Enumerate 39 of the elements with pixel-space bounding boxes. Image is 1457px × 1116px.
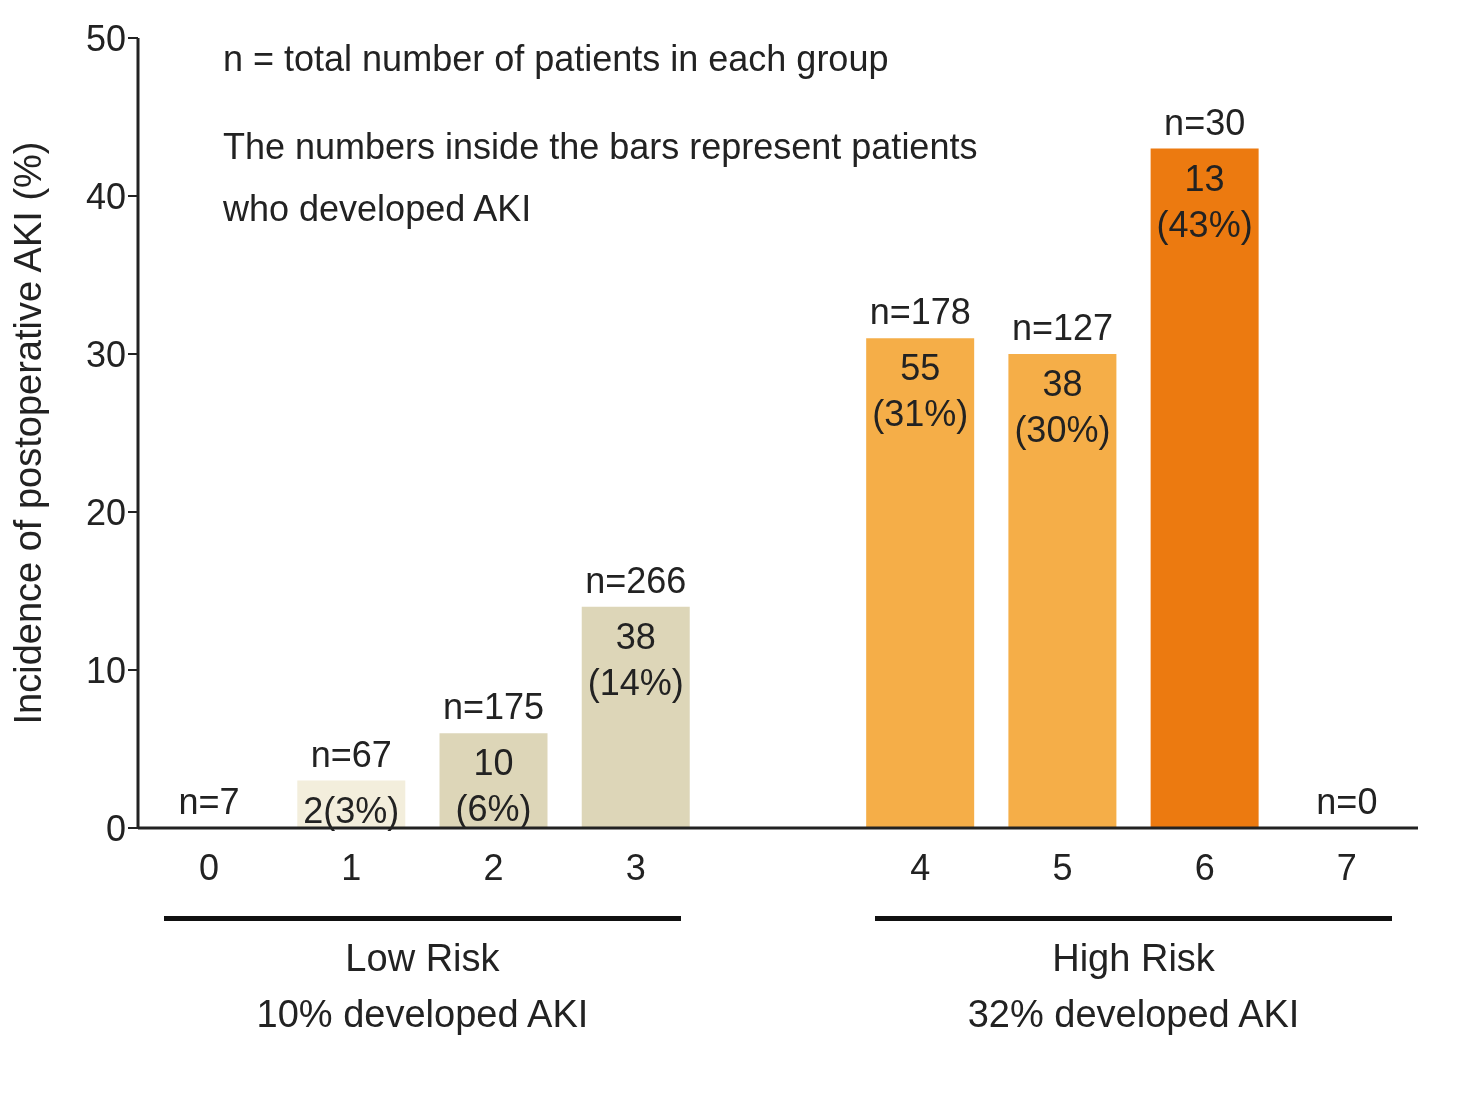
annotation: n=67 — [310, 733, 392, 775]
annotation: n = total number of patients in each group — [223, 38, 889, 80]
data-label: 2(3%) — [303, 789, 400, 831]
data-label: 38 (30%) — [1014, 363, 1111, 450]
text: Low Risk — [344, 936, 501, 981]
x-tick-label: 1 — [341, 846, 362, 888]
annotation: The numbers inside the bars represent patients who developed AKI — [223, 125, 979, 231]
annotation: n=175 — [443, 686, 545, 728]
bar — [866, 338, 975, 828]
y-tick-label: 40 — [85, 175, 126, 217]
y-tick-label: 20 — [85, 491, 126, 533]
bar — [581, 606, 690, 828]
y-tick-label: 0 — [105, 807, 126, 849]
data-label: 10 (6%) — [455, 742, 532, 830]
data-label: 38 (14%) — [587, 615, 684, 703]
y-tick-label: 30 — [85, 333, 126, 375]
x-tick-label: 4 — [910, 846, 931, 888]
y-tick-label: 10 — [85, 649, 126, 691]
data-label: 55 (31%) — [872, 347, 969, 435]
x-tick-label: 0 — [199, 846, 220, 888]
x-tick-label: 6 — [1194, 846, 1215, 888]
text: 32% developed AKI — [966, 992, 1301, 1037]
annotation: n=7 — [178, 781, 240, 822]
annotation: n=30 — [1164, 101, 1246, 143]
bar — [1008, 354, 1117, 828]
annotation: n=178 — [869, 291, 971, 333]
annotation: n=127 — [1011, 307, 1113, 348]
y-axis-title: Incidence of postoperative AKI (%) — [7, 141, 50, 725]
y-tick-label: 50 — [85, 17, 126, 59]
x-tick-label: 5 — [1052, 846, 1073, 888]
bar — [1150, 148, 1259, 828]
x-tick-label: 2 — [483, 846, 504, 888]
text: High Risk — [1051, 936, 1216, 981]
annotation: n=266 — [585, 559, 687, 601]
data-label: 13 (43%) — [1156, 157, 1253, 245]
annotation: n=0 — [1316, 781, 1378, 822]
x-tick-label: 7 — [1336, 846, 1357, 888]
x-tick-label: 3 — [625, 846, 646, 888]
text: 10% developed AKI — [255, 992, 590, 1037]
